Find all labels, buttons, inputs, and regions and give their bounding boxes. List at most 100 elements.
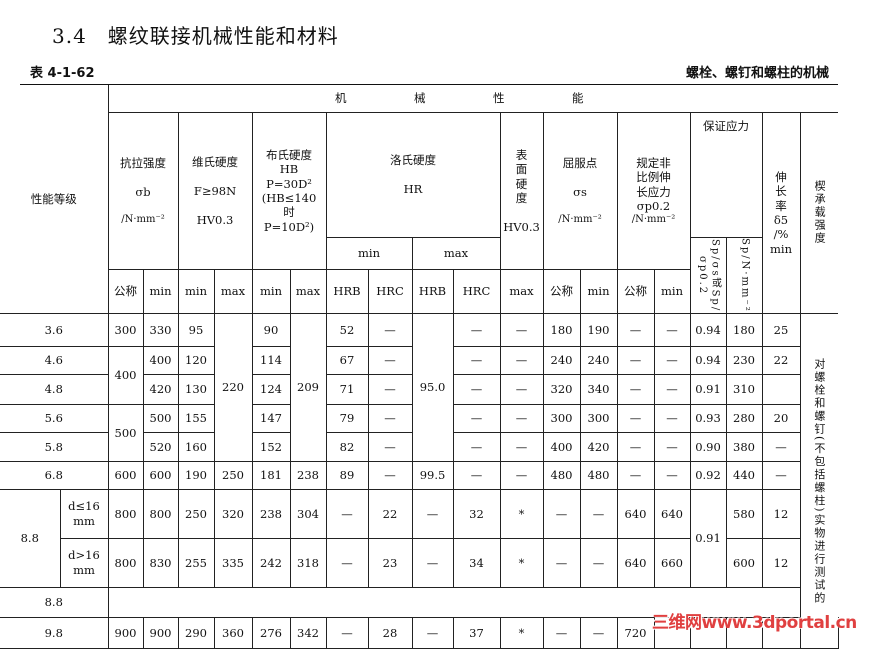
table-cell: 380 bbox=[725, 431, 763, 462]
subheader-cell: 公称 bbox=[616, 269, 655, 314]
table-cell: 640 bbox=[616, 488, 655, 539]
header-rockwell-max: max bbox=[411, 236, 501, 271]
watermark: 三维网www.3dportal.cn bbox=[652, 613, 857, 633]
table-cell: 22 bbox=[367, 488, 413, 539]
table-cell: — bbox=[499, 345, 544, 375]
table-cell: 830 bbox=[142, 537, 179, 588]
subheader-cell: min bbox=[579, 269, 618, 314]
table-cell: 900 bbox=[142, 616, 179, 649]
table-cell: — bbox=[653, 312, 691, 347]
table-cell: 0.91 bbox=[689, 488, 727, 588]
table-cell: — bbox=[367, 403, 413, 433]
table-cell: 400 bbox=[142, 345, 179, 375]
table-cell: 130 bbox=[177, 373, 215, 405]
table-cell: — bbox=[367, 460, 413, 490]
table-cell: 238 bbox=[251, 488, 291, 539]
table-cell: 340 bbox=[579, 373, 618, 405]
table-cell: 90 bbox=[251, 312, 291, 347]
table-cell: 276 bbox=[251, 616, 291, 649]
table-cell: 209 bbox=[289, 312, 327, 462]
table-cell: 181 bbox=[251, 460, 291, 490]
table-cell: 190 bbox=[177, 460, 215, 490]
table-cell: — bbox=[499, 460, 544, 490]
table-cell: 34 bbox=[452, 537, 501, 588]
table-cell: 0.94 bbox=[689, 312, 727, 347]
table-cell: 238 bbox=[289, 460, 327, 490]
header-mechanical-properties: 机 械 性 能 bbox=[107, 85, 839, 113]
subheader-cell: HRC bbox=[452, 269, 501, 314]
wedge-cell: 对螺栓和螺钉(不包括螺柱)实物进行测试的 bbox=[799, 312, 839, 649]
table-cell: — bbox=[542, 616, 581, 649]
table-cell: 0.92 bbox=[689, 460, 727, 490]
table-number: 表 4-1-62 bbox=[30, 66, 95, 81]
table-cell: 800 bbox=[107, 537, 144, 588]
table-cell: 720 bbox=[616, 616, 655, 649]
table-row: 6.8 600 600 190 250 181 238 89—99.5— —480 480— —0.… bbox=[0, 460, 838, 490]
grade-cell: 6.8 bbox=[0, 460, 109, 490]
table-cell: 250 bbox=[177, 488, 215, 539]
table-cell: — bbox=[452, 345, 501, 375]
table-cell: 400 bbox=[542, 431, 581, 462]
header-sp-value: Sp/N·mm⁻² bbox=[725, 237, 763, 314]
table-cell: — bbox=[653, 460, 691, 490]
table-cell: — bbox=[325, 488, 369, 539]
table-row: 5.6 500 500 155 147 79— — —300 300— —0.93 280 20 bbox=[0, 403, 838, 462]
table-cell: 440 bbox=[725, 460, 763, 490]
table-cell: 300 bbox=[542, 403, 581, 433]
section-title: 3.4 螺纹联接机械性能和材料 bbox=[52, 24, 339, 48]
table-cell: 230 bbox=[725, 345, 763, 375]
table-cell: 89 bbox=[325, 460, 369, 490]
grade-cell: 8.8 bbox=[0, 488, 61, 588]
grade-cell: 4.6 bbox=[0, 345, 109, 375]
table-cell: 240 bbox=[542, 345, 581, 375]
table-cell: — bbox=[499, 403, 544, 433]
table-cell: 147 bbox=[251, 403, 291, 433]
table-cell: — bbox=[579, 488, 618, 539]
table-cell: 20 bbox=[761, 403, 801, 433]
table-cell: 500 bbox=[107, 403, 144, 462]
table-cell: 360 bbox=[213, 616, 253, 649]
table-cell: 114 bbox=[251, 345, 291, 375]
table-cell: * bbox=[499, 616, 544, 649]
table-cell: 320 bbox=[213, 488, 253, 539]
table-cell: 240 bbox=[579, 345, 618, 375]
header-grade: 性能等级 bbox=[0, 85, 109, 314]
table-cell: 0.93 bbox=[689, 403, 727, 433]
table-row: 8.8 d≤16 mm 800 800 250 320 238 304—22—32 * — —640… bbox=[0, 488, 838, 588]
table-cell: d>16 mm bbox=[59, 537, 109, 588]
table-cell: — bbox=[653, 403, 691, 433]
header-wedge-strength: 楔承载强度 bbox=[799, 112, 839, 314]
table-cell: 342 bbox=[289, 616, 327, 649]
table-cell: 660 bbox=[653, 537, 691, 588]
table-cell: 304 bbox=[289, 488, 327, 539]
table-cell: — bbox=[653, 345, 691, 375]
table-cell: d≤16 mm bbox=[59, 488, 109, 539]
table-cell: 0.94 bbox=[689, 345, 727, 375]
table-cell: 600 bbox=[725, 537, 763, 588]
table-cell: — bbox=[367, 431, 413, 462]
table-cell: 255 bbox=[177, 537, 215, 588]
table-cell: 120 bbox=[177, 345, 215, 375]
table-cell: 67 bbox=[325, 345, 369, 375]
subheader-cell: min bbox=[653, 269, 691, 314]
table-cell: 320 bbox=[542, 373, 581, 405]
wedge-note: 对螺栓和螺钉(不包括螺柱)实物进行测试的 bbox=[812, 357, 826, 605]
table-cell: 480 bbox=[542, 460, 581, 490]
table-cell: 335 bbox=[213, 537, 253, 588]
table-cell: 290 bbox=[177, 616, 215, 649]
table-cell: — bbox=[616, 460, 655, 490]
table-cell: 71 bbox=[325, 373, 369, 405]
grade-cell: 3.6 bbox=[0, 312, 109, 347]
table-cell bbox=[761, 373, 801, 405]
table-cell: — bbox=[579, 537, 618, 588]
table-cell: — bbox=[325, 537, 369, 588]
header-vickers: 维氏硬度 F≥98N HV0.3 bbox=[177, 111, 253, 271]
subheader-cell: max bbox=[213, 269, 253, 314]
table-cell: — bbox=[616, 312, 655, 347]
table-row: 5.8 520 160 152 82— — —400 420— —0.90 380— bbox=[0, 431, 838, 462]
mechanical-properties-table: 性能等级 机 械 性 能 抗拉强度 σb/N·mm⁻² 维氏硬度 F≥98N HV0.… bbox=[0, 85, 839, 649]
table-cell: * bbox=[499, 488, 544, 539]
subheader-cell: min bbox=[177, 269, 215, 314]
table-cell: — bbox=[761, 431, 801, 462]
subheader-cell: max bbox=[499, 269, 544, 314]
